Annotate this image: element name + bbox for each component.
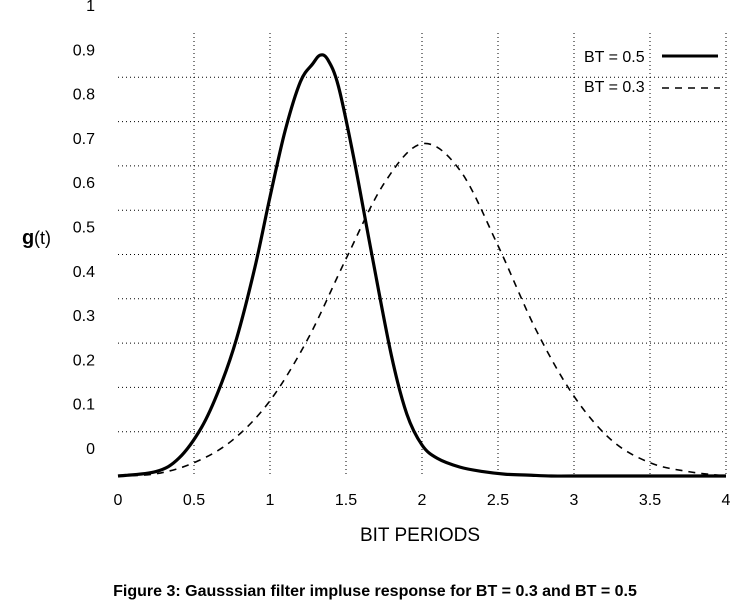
y-tick-label: 0 [86, 441, 95, 458]
x-tick-label: 2 [418, 492, 427, 509]
x-tick-label: 3.5 [639, 492, 661, 509]
legend: BT = 0.5 BT = 0.3 [584, 49, 720, 96]
y-tick-label: 0.7 [73, 131, 95, 148]
y-tick-label: 1 [86, 0, 95, 15]
figure-caption: Figure 3: Gausssian filter impluse respo… [113, 583, 637, 600]
y-tick-label: 0.3 [73, 308, 95, 325]
y-axis-label-g: g [22, 227, 34, 249]
x-tick-label: 2.5 [487, 492, 509, 509]
x-tick-label: 3 [570, 492, 579, 509]
y-axis-label-t: (t) [34, 228, 51, 248]
series-line-bt05 [117, 53, 726, 478]
x-tick-label: 4 [722, 492, 731, 509]
tick-labels: 0 0.5 1 1.5 2 2.5 3 3.5 4 0 0.1 0.2 0.3 0.4 0.5 0.6 0.7 0… [73, 0, 731, 509]
y-tick-label: 0.1 [73, 397, 95, 414]
x-tick-label: 0 [114, 492, 123, 509]
series-lines [117, 53, 727, 478]
x-tick-label: 1.5 [335, 492, 357, 509]
x-tick-label: 1 [266, 492, 275, 509]
legend-label-bt03: BT = 0.3 [584, 79, 645, 96]
y-tick-label: 0.2 [73, 352, 95, 369]
legend-label-bt05: BT = 0.5 [584, 49, 645, 66]
x-tick-label: 0.5 [183, 492, 205, 509]
y-tick-label: 0.6 [73, 175, 95, 192]
y-tick-label: 0.5 [73, 220, 95, 237]
x-axis-label: BIT PERIODS [360, 525, 480, 546]
series-line-bt03 [117, 142, 727, 477]
y-tick-label: 0.4 [73, 264, 95, 281]
y-tick-label: 0.9 [73, 42, 95, 59]
grid-lines [118, 33, 727, 476]
y-tick-label: 0.8 [73, 87, 95, 104]
